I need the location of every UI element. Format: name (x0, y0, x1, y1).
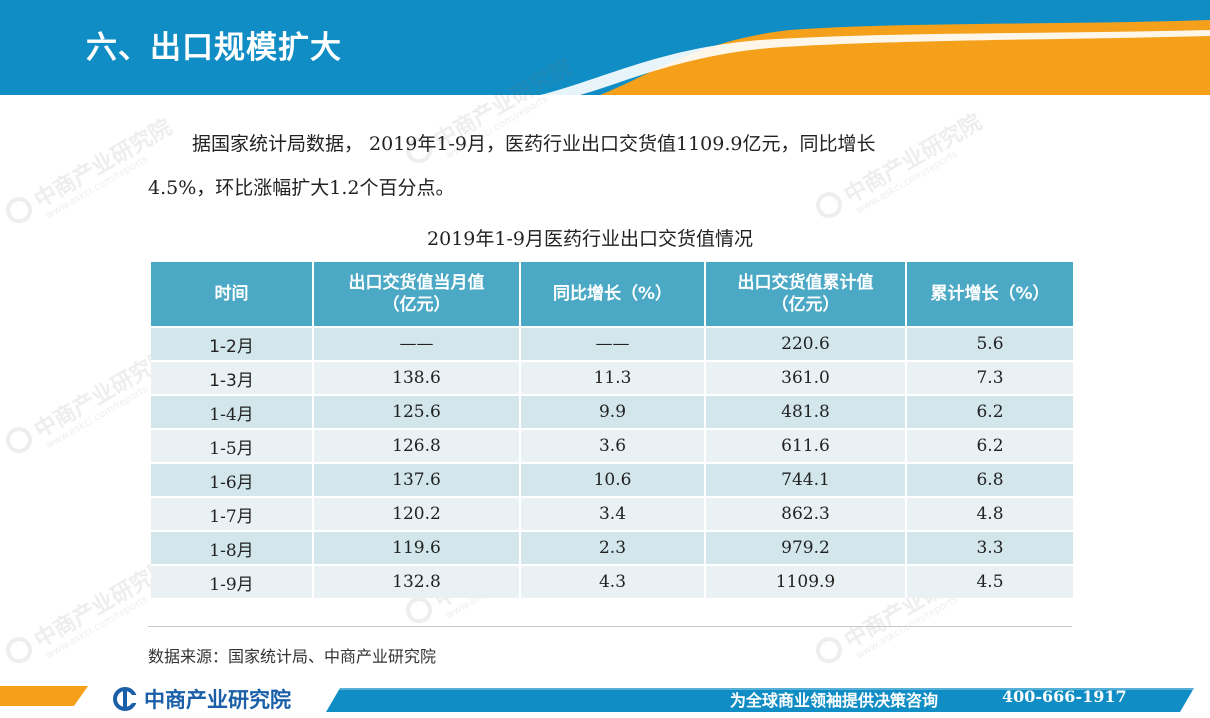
header-background (0, 0, 1210, 95)
source-divider (148, 626, 1072, 627)
cell-yoy: 3.6 (521, 428, 706, 462)
cell-cum-growth: 6.2 (907, 394, 1073, 428)
cell-cumulative: 361.0 (706, 360, 907, 394)
intro-line-1: 据国家统计局数据， 2019年1-9月，医药行业出口交货值1109.9亿元，同比… (192, 133, 876, 155)
header-cumulative-value: 出口交货值累计值 （亿元） (706, 262, 907, 326)
cell-yoy: 11.3 (521, 360, 706, 394)
footer-phone: 400-666-1917 (1002, 687, 1127, 706)
footer-background (0, 686, 1194, 712)
cell-monthly: 137.6 (314, 462, 521, 496)
cell-cum-growth: 6.2 (907, 428, 1073, 462)
cell-yoy: 10.6 (521, 462, 706, 496)
cell-time: 1-6月 (151, 462, 314, 496)
cell-monthly: 138.6 (314, 360, 521, 394)
cell-cumulative: 979.2 (706, 530, 907, 564)
cell-time: 1-8月 (151, 530, 314, 564)
cell-time: 1-9月 (151, 564, 314, 598)
cell-cumulative: 481.8 (706, 394, 907, 428)
cell-monthly: 125.6 (314, 394, 521, 428)
table-row: 1-6月 137.6 10.6 744.1 6.8 (151, 462, 1073, 496)
intro-paragraph: 据国家统计局数据， 2019年1-9月，医药行业出口交货值1109.9亿元，同比… (148, 122, 1048, 210)
cell-monthly: —— (314, 326, 521, 360)
header-monthly-value: 出口交货值当月值 （亿元） (314, 262, 521, 326)
cell-yoy: 2.3 (521, 530, 706, 564)
cell-cum-growth: 4.5 (907, 564, 1073, 598)
export-value-table: 时间 出口交货值当月值 （亿元） 同比增长（%） 出口交货值累计值 （亿元） 累计增… (151, 262, 1073, 598)
table-row: 1-4月 125.6 9.9 481.8 6.2 (151, 394, 1073, 428)
cell-cum-growth: 7.3 (907, 360, 1073, 394)
cell-cumulative: 862.3 (706, 496, 907, 530)
cell-cumulative: 220.6 (706, 326, 907, 360)
table-header-row: 时间 出口交货值当月值 （亿元） 同比增长（%） 出口交货值累计值 （亿元） 累计增… (151, 262, 1073, 326)
cell-cum-growth: 5.6 (907, 326, 1073, 360)
cell-cumulative: 611.6 (706, 428, 907, 462)
footer-slogan: 为全球商业领袖提供决策咨询 (730, 691, 939, 710)
cell-time: 1-5月 (151, 428, 314, 462)
table-row: 1-3月 138.6 11.3 361.0 7.3 (151, 360, 1073, 394)
table-row: 1-7月 120.2 3.4 862.3 4.8 (151, 496, 1073, 530)
cell-yoy: —— (521, 326, 706, 360)
cell-time: 1-4月 (151, 394, 314, 428)
cell-monthly: 120.2 (314, 496, 521, 530)
intro-line-2: 4.5%，环比涨幅扩大1.2个百分点。 (148, 177, 455, 199)
header-cumulative-growth: 累计增长（%） (907, 262, 1073, 326)
table-row: 1-9月 132.8 4.3 1109.9 4.5 (151, 564, 1073, 598)
cell-monthly: 126.8 (314, 428, 521, 462)
cell-monthly: 132.8 (314, 564, 521, 598)
cell-cumulative: 744.1 (706, 462, 907, 496)
page-title: 六、出口规模扩大 (86, 30, 342, 66)
footer-banner (0, 680, 1210, 718)
brand-logo: 中商产业研究院 (112, 684, 291, 714)
cell-cum-growth: 6.8 (907, 462, 1073, 496)
cell-yoy: 4.3 (521, 564, 706, 598)
table-row: 1-8月 119.6 2.3 979.2 3.3 (151, 530, 1073, 564)
brand-name: 中商产业研究院 (144, 688, 291, 712)
cell-yoy: 3.4 (521, 496, 706, 530)
cell-time: 1-7月 (151, 496, 314, 530)
cell-cum-growth: 3.3 (907, 530, 1073, 564)
table-title: 2019年1-9月医药行业出口交货值情况 (427, 228, 753, 250)
cell-time: 1-3月 (151, 360, 314, 394)
cell-monthly: 119.6 (314, 530, 521, 564)
brand-mark-icon (113, 687, 137, 711)
header-banner: 六、出口规模扩大 (0, 0, 1210, 95)
header-yoy-growth: 同比增长（%） (521, 262, 706, 326)
data-source-note: 数据来源：国家统计局、中商产业研究院 (148, 647, 437, 666)
cell-cumulative: 1109.9 (706, 564, 907, 598)
cell-time: 1-2月 (151, 326, 314, 360)
cell-cum-growth: 4.8 (907, 496, 1073, 530)
table-row: 1-2月 —— —— 220.6 5.6 (151, 326, 1073, 360)
table-row: 1-5月 126.8 3.6 611.6 6.2 (151, 428, 1073, 462)
header-time: 时间 (151, 262, 314, 326)
cell-yoy: 9.9 (521, 394, 706, 428)
